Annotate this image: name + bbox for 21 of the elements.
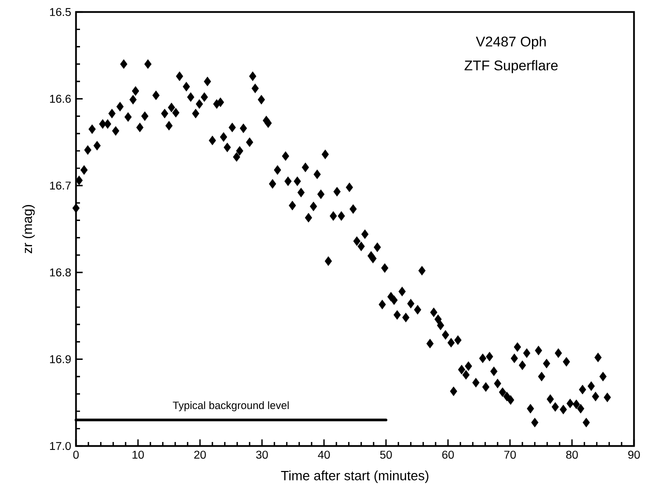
x-tick-label: 40 — [318, 450, 330, 459]
x-tick-label: 60 — [442, 450, 454, 459]
y-axis-title: zr (mag) — [22, 205, 35, 254]
x-axis-title: Time after start (minutes) — [281, 470, 428, 483]
annotation: ZTF Superflare — [464, 60, 558, 74]
x-tick-label: 80 — [566, 450, 578, 459]
x-tick-label: 90 — [628, 450, 640, 459]
x-tick-label: 10 — [132, 450, 144, 459]
x-tick-label: 0 — [73, 450, 79, 459]
x-tick-label: 70 — [504, 450, 516, 459]
y-tick-label: 16.9 — [50, 355, 71, 364]
y-tick-label: 16.8 — [50, 268, 71, 276]
y-tick-label: 16.5 — [50, 8, 71, 16]
annotation: V2487 Oph — [476, 36, 546, 50]
y-tick-label: 16.6 — [50, 94, 71, 103]
y-tick-label: 16.7 — [50, 182, 71, 190]
annotation: Typical background level — [172, 401, 289, 412]
x-tick-label: 30 — [256, 450, 268, 459]
y-tick-label: 17.0 — [50, 442, 71, 450]
x-tick-label: 50 — [380, 450, 392, 459]
x-tick-label: 20 — [194, 450, 206, 459]
